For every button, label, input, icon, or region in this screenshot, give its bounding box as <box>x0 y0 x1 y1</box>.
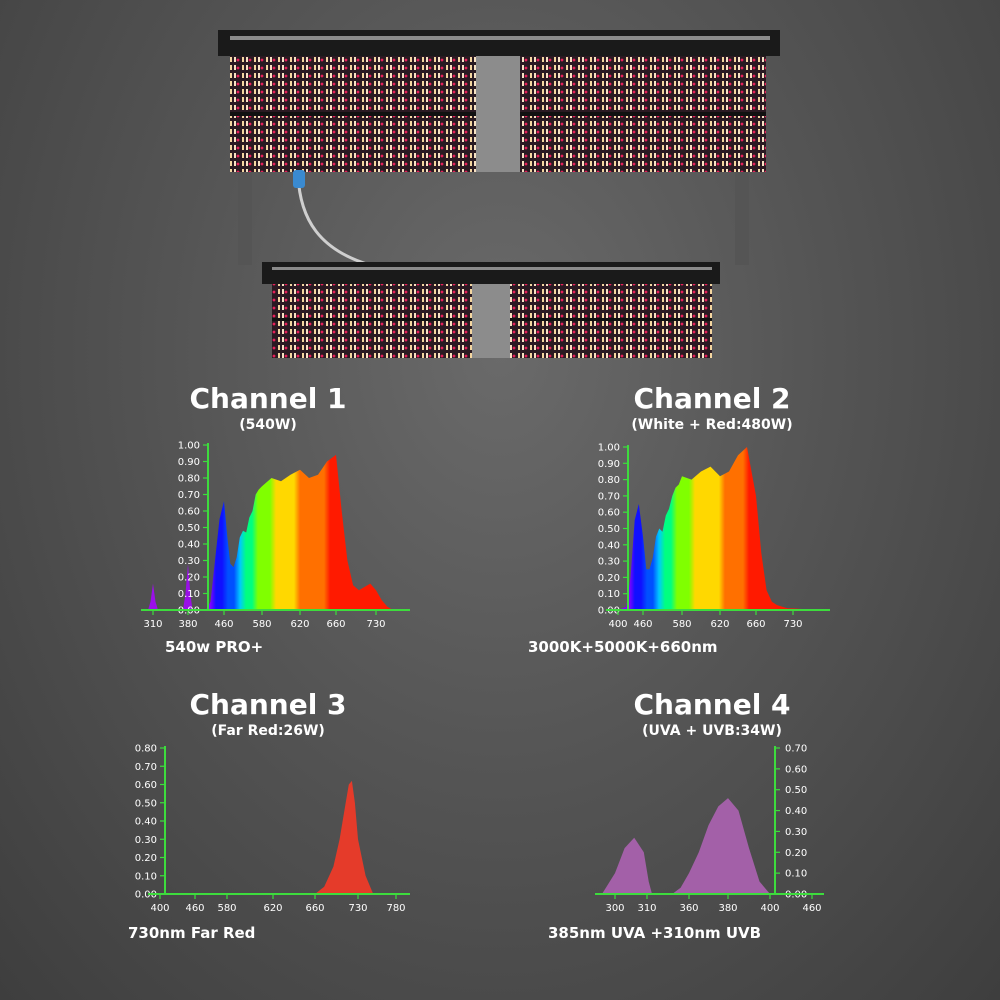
y-tick-label: 0.40 <box>135 817 157 828</box>
channel-1-title: Channel 1 <box>189 382 347 415</box>
y-tick-label: 0.10 <box>135 871 157 882</box>
x-tick-label: 310 <box>637 903 656 914</box>
y-tick-label: 0.50 <box>178 523 200 534</box>
y-tick-label: 0.50 <box>598 524 620 535</box>
channel-1-spectrum-chart: 0.000.100.200.300.400.500.600.700.800.90… <box>141 441 410 630</box>
spectrum-series-1 <box>618 447 830 610</box>
channel-3-title: Channel 3 <box>189 688 347 721</box>
spectrum-series-2 <box>672 798 770 894</box>
y-tick-label: 0.60 <box>598 508 620 519</box>
x-tick-label: 620 <box>290 619 309 630</box>
channel-1-subtitle: (540W) <box>239 417 297 433</box>
channel-3-spectrum-chart: 0.00 0.10 0.20 0.30 0.40 0.50 0.60 0.70 0.80 400 4… <box>135 744 410 914</box>
y-tick-label: 0.70 <box>785 744 807 755</box>
x-tick-label: 400 <box>150 903 169 914</box>
spectrum-series-1 <box>148 583 158 610</box>
x-tick-label: 620 <box>710 619 729 630</box>
y-tick-label: 1.00 <box>178 441 200 452</box>
channel-1-caption: 540w PRO+ <box>165 638 264 656</box>
spectrum-series-1 <box>602 837 652 894</box>
y-tick-label: 0.20 <box>178 573 200 584</box>
x-tick-label: 380 <box>178 619 197 630</box>
x-tick-label: 730 <box>348 903 367 914</box>
y-tick-label: 0.00 <box>135 890 157 901</box>
y-tick-label: 0.50 <box>785 785 807 796</box>
y-tick-label: 0.70 <box>178 490 200 501</box>
y-tick-label: 0.40 <box>178 540 200 551</box>
y-tick-label: 0.30 <box>178 556 200 567</box>
channel-4-spectrum-chart: 0.000.100.200.300.400.500.600.7030031036… <box>595 744 824 914</box>
x-tick-label: 360 <box>679 903 698 914</box>
grow-light-fixture-image <box>218 30 780 358</box>
channel-3-caption: 730nm Far Red <box>128 924 256 942</box>
y-tick-label: 0.40 <box>785 806 807 817</box>
x-tick-label: 580 <box>217 903 236 914</box>
y-tick-label: 0.70 <box>135 762 157 773</box>
channel-3-subtitle: (Far Red:26W) <box>211 723 325 739</box>
y-tick-label: 0.80 <box>178 474 200 485</box>
x-tick-label: 660 <box>305 903 324 914</box>
x-tick-label: 660 <box>746 619 765 630</box>
x-tick-label: 580 <box>252 619 271 630</box>
x-tick-label: 380 <box>718 903 737 914</box>
x-tick-label: 730 <box>366 619 385 630</box>
channel-4-caption: 385nm UVA +310nm UVB <box>548 924 762 942</box>
channel-4-subtitle: (UVA + UVB:34W) <box>642 723 782 739</box>
x-tick-label: 730 <box>783 619 802 630</box>
y-tick-label: 0.90 <box>598 459 620 470</box>
y-tick-label: 0.30 <box>785 827 807 838</box>
x-tick-label: 310 <box>143 619 162 630</box>
x-tick-label: 460 <box>802 903 821 914</box>
y-tick-label: 0.20 <box>598 573 620 584</box>
x-tick-label: 780 <box>386 903 405 914</box>
x-tick-label: 660 <box>326 619 345 630</box>
spectrum-series-3 <box>206 454 394 610</box>
x-tick-label: 400 <box>760 903 779 914</box>
y-tick-label: 0.60 <box>178 507 200 518</box>
y-tick-label: 0.60 <box>135 780 157 791</box>
y-tick-label: 0.50 <box>135 798 157 809</box>
y-tick-label: 1.00 <box>598 443 620 454</box>
channel-2-spectrum-chart: 0.000.100.200.300.400.500.600.700.800.90… <box>598 443 830 630</box>
y-tick-label: 0.80 <box>598 475 620 486</box>
y-tick-label: 0.40 <box>598 540 620 551</box>
x-tick-label: 460 <box>633 619 652 630</box>
y-tick-label: 0.20 <box>785 848 807 859</box>
y-tick-label: 0.10 <box>178 589 200 600</box>
y-tick-label: 0.70 <box>598 491 620 502</box>
spectrum-series-1 <box>315 780 374 894</box>
y-tick-label: 0.20 <box>135 853 157 864</box>
y-tick-label: 0.30 <box>598 557 620 568</box>
channel-2-subtitle: (White + Red:480W) <box>631 417 793 433</box>
x-tick-label: 460 <box>214 619 233 630</box>
x-tick-label: 580 <box>672 619 691 630</box>
x-tick-label: 620 <box>263 903 282 914</box>
channel-2-caption: 3000K+5000K+660nm <box>528 638 718 656</box>
y-tick-label: 0.60 <box>785 764 807 775</box>
channel-4-title: Channel 4 <box>633 688 791 721</box>
y-tick-label: 0.90 <box>178 457 200 468</box>
channel-2-title: Channel 2 <box>633 382 791 415</box>
spectrum-series-2 <box>183 563 193 610</box>
y-tick-label: 0.10 <box>785 869 807 880</box>
y-tick-label: 0.10 <box>598 589 620 600</box>
x-tick-label: 460 <box>185 903 204 914</box>
x-tick-label: 300 <box>605 903 624 914</box>
y-tick-label: 0.80 <box>135 744 157 755</box>
x-tick-label: 400 <box>608 619 627 630</box>
y-tick-label: 0.30 <box>135 835 157 846</box>
